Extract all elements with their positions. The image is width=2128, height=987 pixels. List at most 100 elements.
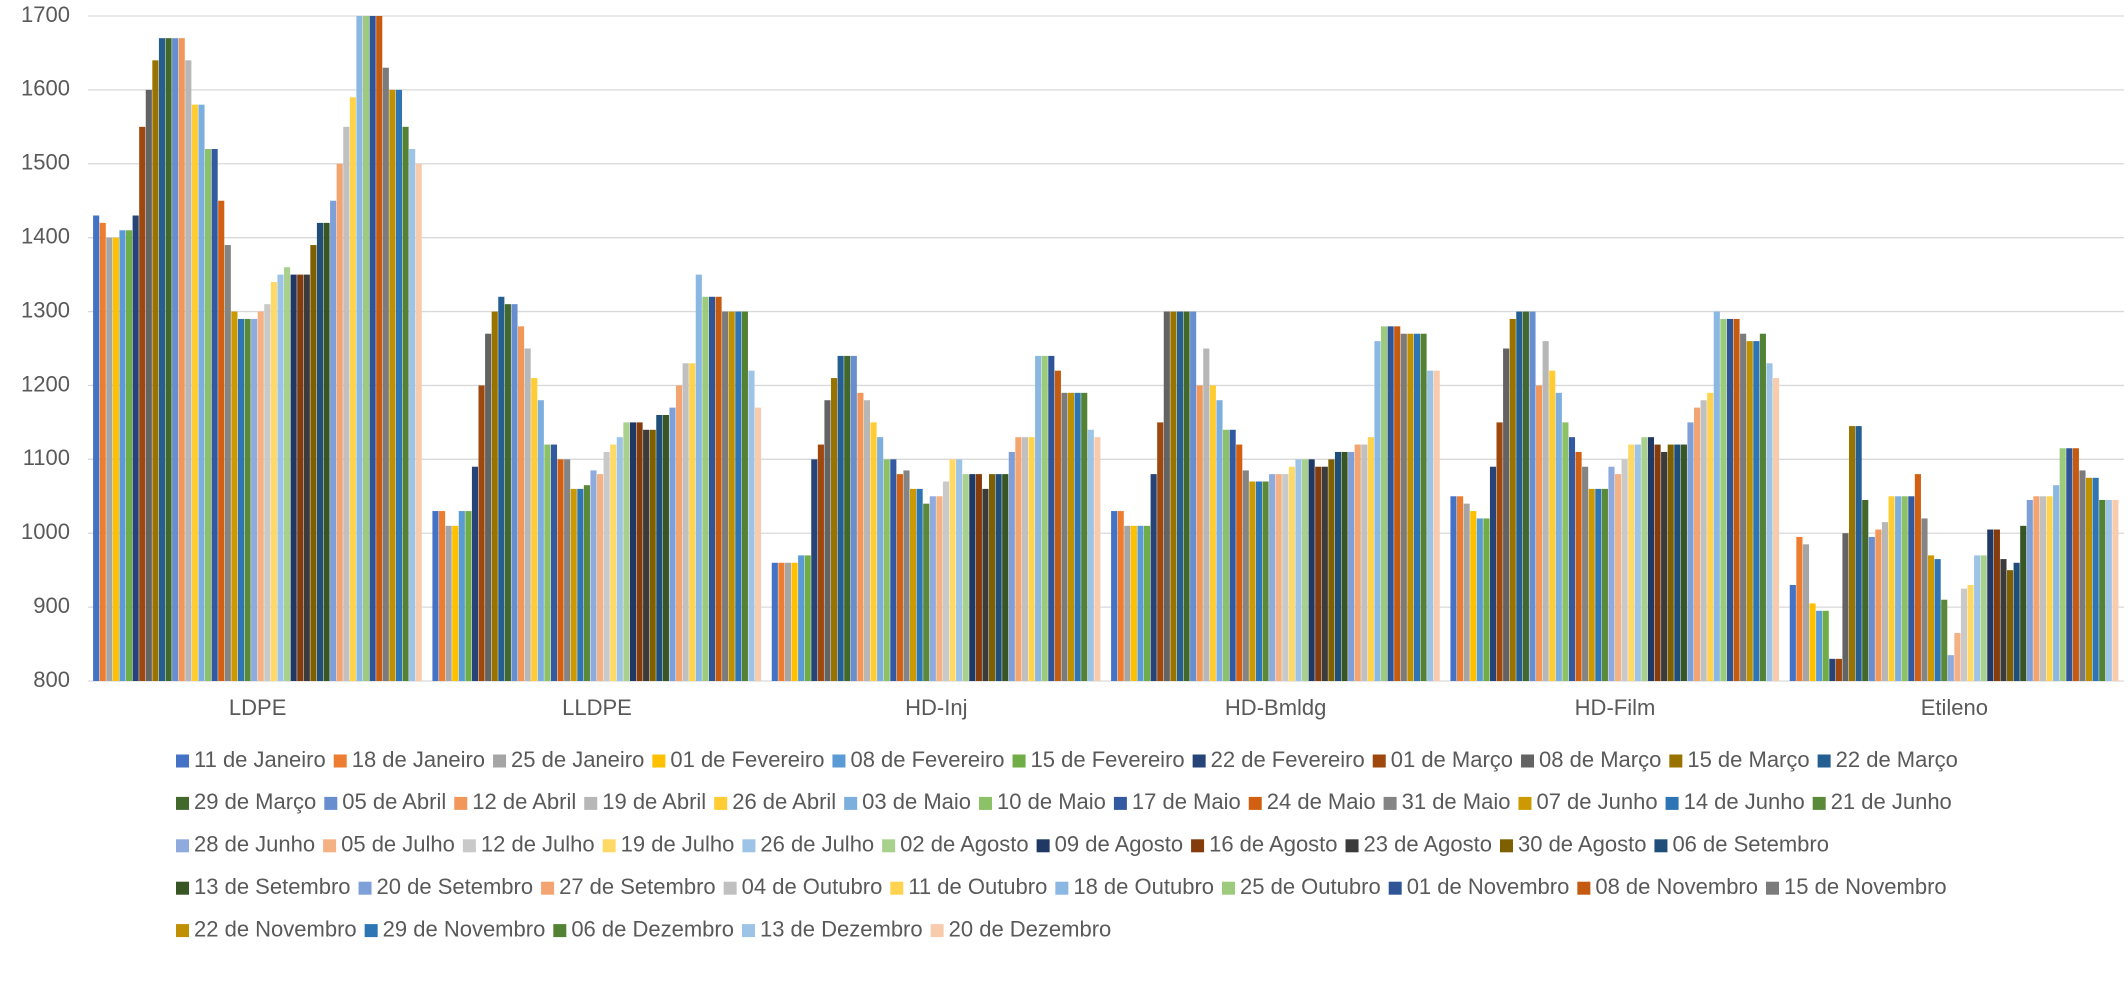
legend-swatch	[723, 881, 737, 895]
legend-swatch	[882, 839, 896, 853]
legend-swatch	[176, 796, 189, 810]
legend-swatch	[176, 754, 189, 768]
bar	[2112, 499, 2119, 681]
bar	[465, 511, 472, 681]
legend-label: 08 de Março	[1539, 747, 1661, 772]
bar	[1542, 341, 1549, 681]
bar	[1601, 488, 1608, 681]
bar	[1829, 658, 1836, 681]
legend-label: 02 de Agosto	[900, 832, 1028, 857]
bar	[817, 444, 824, 681]
legend-swatch	[890, 881, 904, 895]
bar	[1427, 370, 1434, 681]
bar	[1483, 518, 1490, 681]
legend-item: 05 de Julho	[323, 832, 455, 857]
legend-label: 08 de Fevereiro	[850, 747, 1004, 772]
bar	[735, 311, 742, 681]
bar	[988, 474, 996, 681]
legend-swatch	[1499, 839, 1513, 853]
bar	[1789, 584, 1796, 681]
legend-label: 22 de Março	[1836, 747, 1958, 772]
bar	[610, 444, 617, 681]
y-tick-label: 1200	[21, 371, 70, 396]
bar	[1301, 459, 1309, 681]
x-tick-label: HD-Film	[1575, 695, 1656, 720]
bars	[93, 16, 2119, 681]
bar	[695, 274, 702, 681]
bar	[1433, 370, 1440, 681]
legend-swatch	[454, 796, 468, 810]
bar	[923, 503, 930, 681]
bar	[1693, 407, 1701, 681]
bar	[1295, 459, 1302, 681]
legend-swatch	[1345, 839, 1359, 853]
bar	[297, 274, 304, 681]
legend-swatch	[1654, 839, 1668, 853]
legend-swatch	[1036, 839, 1050, 853]
legend-label: 05 de Abril	[342, 789, 446, 814]
bar	[283, 267, 291, 681]
bar	[722, 311, 729, 681]
bar	[590, 470, 597, 681]
legend-swatch	[714, 796, 728, 810]
bar	[1157, 422, 1164, 681]
bar	[1921, 518, 1928, 681]
legend-item: 15 de Novembro	[1766, 874, 1947, 899]
legend-swatch	[1222, 881, 1236, 895]
legend-label: 30 de Agosto	[1518, 832, 1646, 857]
bar	[1934, 559, 1941, 681]
legend-label: 17 de Maio	[1132, 789, 1241, 814]
legend-label: 09 de Agosto	[1055, 832, 1183, 857]
bar	[883, 459, 890, 681]
bar	[1753, 341, 1760, 681]
bar	[1987, 529, 1994, 681]
bar	[962, 474, 969, 681]
bar	[1967, 584, 1974, 681]
bar	[811, 459, 818, 681]
legend-swatch	[1113, 796, 1127, 810]
legend-label: 25 de Janeiro	[511, 747, 644, 772]
bar	[1641, 437, 1648, 681]
legend-item: 06 de Dezembro	[553, 916, 734, 941]
bar	[1802, 544, 1810, 681]
bar	[1374, 341, 1381, 681]
bar	[2000, 559, 2007, 681]
bar	[850, 355, 857, 681]
bar	[1087, 429, 1094, 681]
bar	[1772, 378, 1780, 681]
bar	[1954, 632, 1961, 681]
bar	[511, 304, 518, 681]
legend-item: 24 de Maio	[1248, 789, 1376, 814]
y-tick-label: 800	[33, 667, 70, 692]
bar	[570, 488, 577, 681]
bar	[1667, 444, 1674, 681]
legend-label: 15 de Março	[1687, 747, 1809, 772]
bar	[804, 555, 811, 681]
bar	[1875, 529, 1882, 681]
bar	[1308, 459, 1315, 681]
legend-swatch	[1766, 881, 1779, 895]
bar	[837, 355, 844, 681]
bar	[597, 474, 604, 681]
bar	[824, 400, 831, 681]
bar	[1960, 588, 1968, 681]
bar	[784, 562, 792, 681]
bar	[2105, 499, 2112, 681]
bar	[158, 38, 166, 681]
legend-item: 22 de Novembro	[176, 916, 357, 941]
legend-item: 28 de Junho	[176, 832, 315, 857]
legend-swatch	[1192, 754, 1206, 768]
bar	[1993, 529, 2000, 681]
bar	[270, 282, 277, 681]
legend-label: 12 de Julho	[481, 832, 595, 857]
x-tick-label: LDPE	[229, 695, 286, 720]
legend-label: 20 de Setembro	[377, 874, 534, 899]
legend-item: 31 de Maio	[1383, 789, 1510, 814]
legend-item: 16 de Agosto	[1191, 832, 1338, 857]
bar	[1170, 311, 1177, 681]
legend-swatch	[1248, 796, 1262, 810]
bar	[550, 444, 558, 681]
legend-label: 11 de Janeiro	[194, 747, 326, 772]
bar	[343, 126, 350, 681]
legend-swatch	[176, 839, 189, 853]
